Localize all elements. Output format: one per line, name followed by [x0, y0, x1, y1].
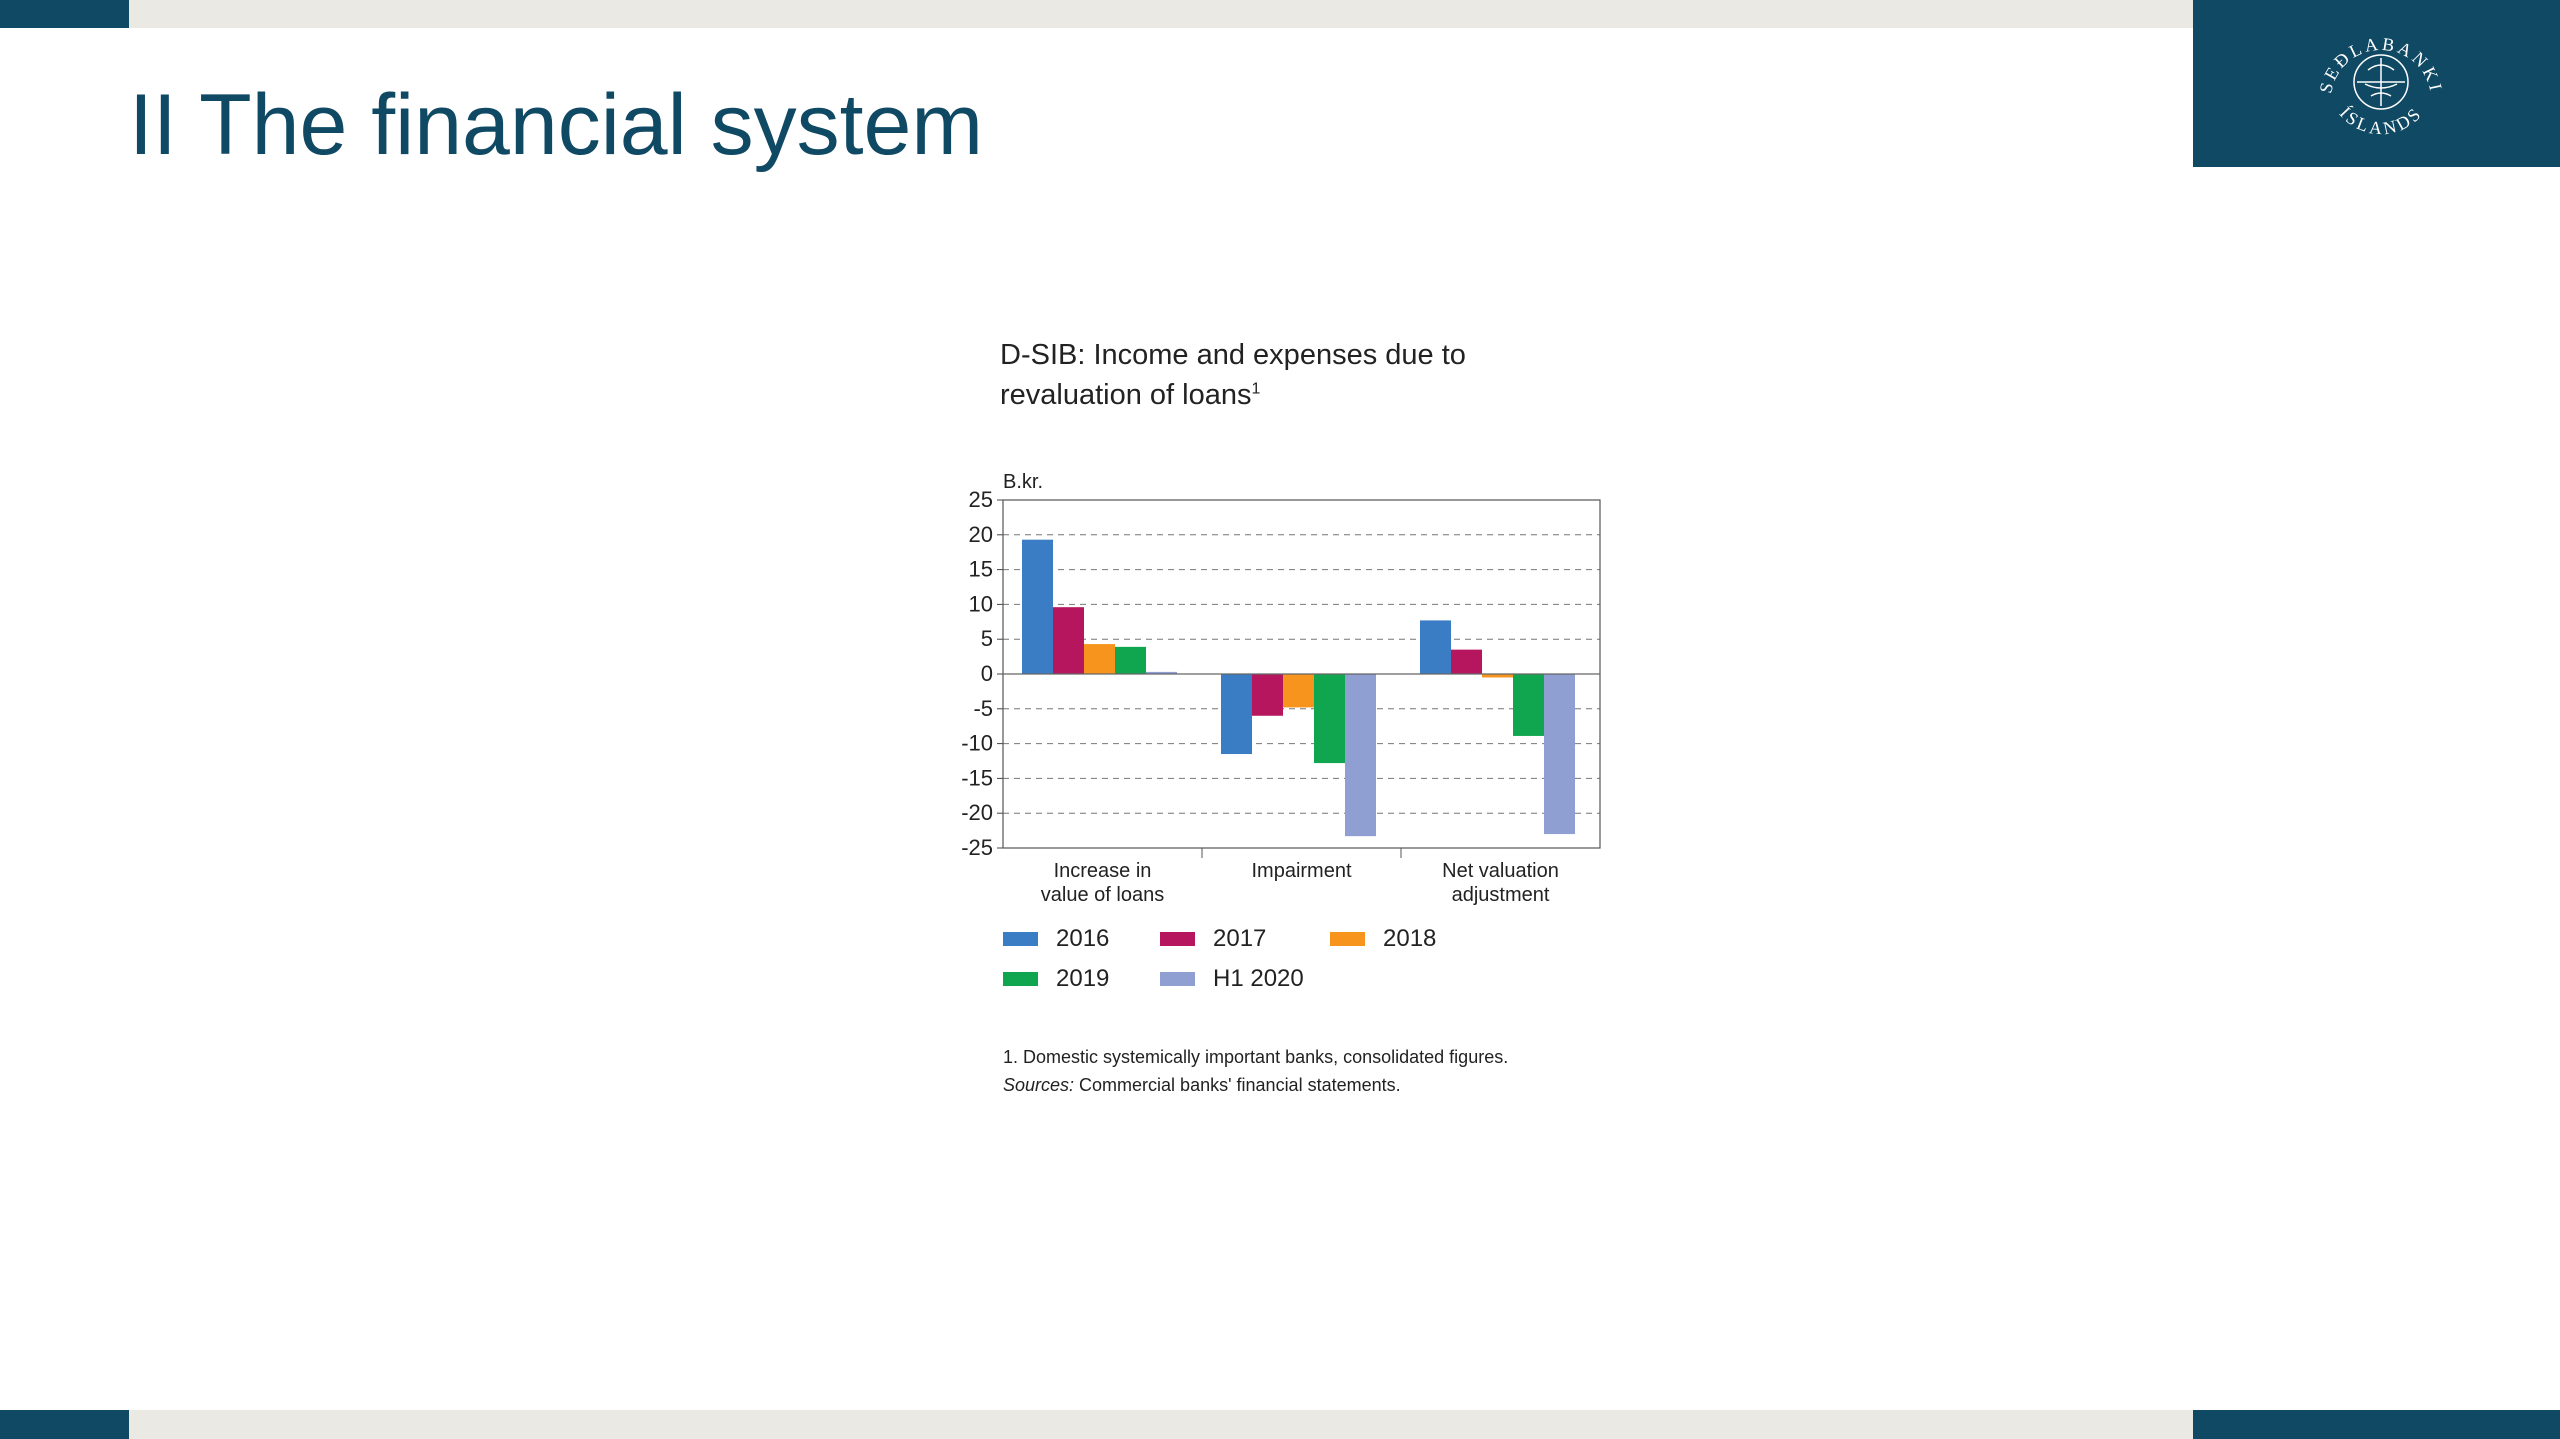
legend-swatch-2018 — [1330, 932, 1365, 946]
y-tick-label: -5 — [973, 696, 993, 721]
chart-title-line2: revaluation of loans — [1000, 379, 1252, 411]
page-title: II The financial system — [129, 77, 983, 173]
legend-item-2019: 2019 — [1003, 965, 1109, 993]
chart-title-line1: D-SIB: Income and expenses due to — [1000, 339, 1466, 371]
legend-swatch-2017 — [1160, 932, 1195, 946]
bar-chart: B.kr. 25 20 15 10 5 0 -5 -10 -15 -20 -25 Increase in… — [961, 471, 1601, 906]
logo-box: SEÐLABANKI ÍSLANDS — [2193, 0, 2560, 167]
bar-2016-cat-1 — [1221, 674, 1252, 755]
y-tick-label: 0 — [981, 661, 993, 686]
y-tick-label: -20 — [961, 800, 993, 825]
legend-label-2018: 2018 — [1383, 925, 1437, 952]
bar-2019-cat-2 — [1513, 674, 1544, 736]
chart-title: D-SIB: Income and expenses due to revalu… — [1000, 335, 1600, 415]
bar-2019-cat-0 — [1115, 646, 1146, 674]
top-band — [0, 0, 2560, 28]
bottom-band — [0, 1410, 2560, 1439]
y-tick-label: -15 — [961, 765, 993, 790]
x-category-label: Net valuation — [1442, 860, 1559, 882]
chart-footnotes: 1. Domestic systemically important banks… — [1003, 1043, 1703, 1099]
legend-item-2018: 2018 — [1330, 925, 1436, 953]
legend-label-2019: 2019 — [1056, 965, 1110, 992]
y-tick-label: 20 — [969, 522, 993, 547]
svg-text:ÍSLANDS: ÍSLANDS — [2336, 102, 2427, 138]
bar-2017-cat-2 — [1451, 649, 1482, 674]
bar-h1-2020-cat-0 — [1146, 671, 1177, 674]
sources-label: Sources: — [1003, 1075, 1075, 1095]
x-category-label: Impairment — [1251, 860, 1351, 882]
footnote-1: 1. Domestic systemically important banks… — [1003, 1047, 1509, 1067]
bar-2017-cat-0 — [1053, 607, 1084, 674]
legend-label-h1-2020: H1 2020 — [1213, 965, 1304, 992]
y-tick-label: 10 — [969, 591, 993, 616]
bar-2017-cat-1 — [1252, 674, 1283, 716]
bar-2019-cat-1 — [1314, 674, 1345, 764]
y-tick-label: 25 — [969, 487, 993, 512]
legend-label-2017: 2017 — [1213, 925, 1267, 952]
y-axis-unit-label: B.kr. — [1003, 471, 1043, 493]
legend-swatch-h1-2020 — [1160, 972, 1195, 986]
footnote-mark: 1 — [1251, 380, 1261, 398]
bar-h1-2020-cat-1 — [1345, 674, 1376, 837]
x-category-label: value of loans — [1041, 884, 1164, 906]
y-tick-label: -25 — [961, 835, 993, 860]
legend-swatch-2016 — [1003, 932, 1038, 946]
y-tick-label: 5 — [981, 626, 993, 651]
x-category-label: adjustment — [1452, 884, 1550, 906]
bottom-left-accent — [0, 1410, 129, 1439]
bar-2016-cat-2 — [1420, 620, 1451, 674]
legend-item-2017: 2017 — [1160, 925, 1266, 953]
bar-2018-cat-0 — [1084, 644, 1115, 674]
y-tick-label: -10 — [961, 731, 993, 756]
legend-swatch-2019 — [1003, 972, 1038, 986]
bottom-right-accent — [2193, 1410, 2560, 1439]
bar-2018-cat-1 — [1283, 674, 1314, 708]
bank-seal-logo: SEÐLABANKI ÍSLANDS — [2315, 34, 2443, 139]
legend-item-h1-2020: H1 2020 — [1160, 965, 1304, 993]
sources-text: Commercial banks' financial statements. — [1074, 1075, 1401, 1095]
bar-2016-cat-0 — [1022, 539, 1053, 674]
bar-h1-2020-cat-2 — [1544, 674, 1575, 835]
legend-item-2016: 2016 — [1003, 925, 1109, 953]
y-tick-label: 15 — [969, 557, 993, 582]
sources-line: Sources: Commercial banks' financial sta… — [1003, 1071, 1703, 1099]
x-category-label: Increase in — [1054, 860, 1152, 882]
bar-2018-cat-2 — [1482, 674, 1513, 678]
top-left-accent — [0, 0, 129, 28]
legend-label-2016: 2016 — [1056, 925, 1110, 952]
